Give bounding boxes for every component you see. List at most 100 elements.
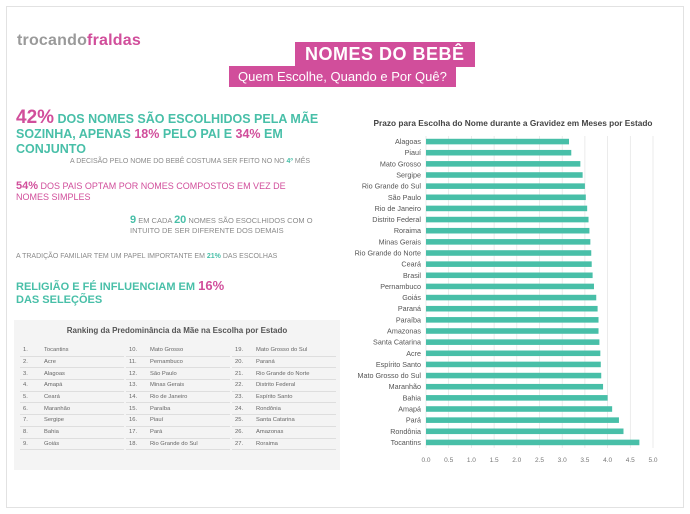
y-tick-label: Amapá bbox=[398, 405, 421, 414]
ranking-state: Rondônia bbox=[256, 405, 281, 412]
fact-who-chooses: 42% DOS NOMES SÃO ESCOLHIDOS PELA MÃE SO… bbox=[16, 107, 319, 156]
ranking-position: 7. bbox=[23, 417, 28, 424]
ranking-state: Ceará bbox=[44, 394, 60, 401]
bar bbox=[426, 372, 602, 379]
brand-logo: trocandofraldas bbox=[17, 32, 141, 49]
ranking-column-2: 10. Mato Grosso 11. Pernambuco 12. São Paulo 1… bbox=[126, 345, 230, 451]
y-tick-label: Rio Grande do Sul bbox=[362, 182, 422, 191]
ranking-title: Ranking da Predominância da Mãe na Escol… bbox=[66, 326, 288, 335]
ranking-position: 20. bbox=[235, 359, 244, 366]
ranking-position: 9. bbox=[23, 440, 28, 447]
ranking-position: 26. bbox=[235, 429, 244, 436]
ranking-position: 25. bbox=[235, 417, 244, 424]
ranking-state: Paraíba bbox=[150, 405, 171, 412]
ranking-position: 14. bbox=[129, 394, 138, 401]
ranking-state: Piauí bbox=[150, 417, 164, 424]
ranking-row: 26. Amazonas bbox=[232, 427, 336, 439]
ranking-position: 21. bbox=[235, 370, 244, 377]
ranking-row: 23. Espírito Santo bbox=[232, 392, 336, 404]
ranking-position: 12. bbox=[129, 370, 138, 377]
x-tick-label: 2.0 bbox=[512, 457, 521, 464]
ranking-column-3: 19. Mato Grosso do Sul 20. Paraná 21. Rio Gra… bbox=[232, 345, 336, 451]
ranking-row: 3. Alagoas bbox=[20, 368, 124, 381]
ranking-state: Pernambuco bbox=[150, 359, 183, 366]
y-tick-label: Roraima bbox=[394, 226, 421, 235]
ranking-row: 21. Rio Grande do Norte bbox=[232, 368, 336, 381]
ranking-row: 18. Rio Grande do Sul bbox=[126, 439, 230, 451]
bar bbox=[426, 283, 594, 290]
ranking-row: 15. Paraíba bbox=[126, 403, 230, 416]
ranking-row: 12. São Paulo bbox=[126, 368, 230, 381]
ranking-position: 18. bbox=[129, 440, 138, 447]
ranking-row: 20. Paraná bbox=[232, 357, 336, 369]
bars bbox=[426, 138, 640, 446]
x-tick-label: 3.5 bbox=[580, 457, 589, 464]
x-tick-label: 5.0 bbox=[648, 457, 657, 464]
ranking-row: 25. Santa Catarina bbox=[232, 415, 336, 427]
ranking-row: 1. Tocantins bbox=[20, 345, 124, 357]
y-tick-label: Espírito Santo bbox=[376, 360, 421, 369]
y-tick-label: Minas Gerais bbox=[379, 237, 422, 246]
ranking-row: 14. Rio de Janeiro bbox=[126, 392, 230, 404]
ranking-position: 13. bbox=[129, 382, 138, 389]
ranking-state: Goiás bbox=[44, 440, 60, 447]
y-tick-label: Paraíba bbox=[396, 315, 421, 324]
chart-title: Prazo para Escolha do Nome durante a Gra… bbox=[374, 118, 653, 128]
bar bbox=[426, 317, 599, 323]
y-tick-label: Acre bbox=[406, 349, 421, 358]
bar bbox=[426, 261, 592, 267]
ranking-state: Sergipe bbox=[44, 417, 64, 424]
ranking-position: 24. bbox=[235, 405, 244, 412]
ranking-row: 16. Piauí bbox=[126, 415, 230, 427]
y-tick-label: Maranhão bbox=[389, 382, 421, 391]
ranking-state: São Paulo bbox=[150, 370, 177, 377]
fact-religion: RELIGIÃO E FÉ INFLUENCIAM EM 16% DAS SEL… bbox=[16, 278, 225, 306]
ranking-state: Distrito Federal bbox=[256, 382, 296, 389]
bar bbox=[426, 328, 599, 334]
y-axis-labels: Alagoas Piauí Mato Grosso Sergipe Rio Grande… bbox=[355, 137, 422, 447]
y-tick-label: Tocantins bbox=[391, 438, 422, 447]
ranking-state: Rio Grande do Norte bbox=[256, 370, 310, 377]
bar bbox=[426, 172, 583, 178]
bar bbox=[426, 428, 624, 435]
x-tick-label: 4.5 bbox=[626, 457, 635, 464]
ranking-position: 6. bbox=[23, 405, 28, 412]
ranking-position: 16. bbox=[129, 417, 138, 424]
y-tick-label: Mato Grosso do Sul bbox=[357, 371, 421, 380]
bar bbox=[426, 183, 585, 189]
bar bbox=[426, 272, 593, 279]
ranking-row: 27. Roraima bbox=[232, 439, 336, 451]
ranking-row: 8. Bahia bbox=[20, 427, 124, 439]
bar bbox=[426, 439, 640, 446]
bar bbox=[426, 205, 588, 212]
y-tick-label: Rondônia bbox=[390, 427, 421, 436]
y-tick-label: Ceará bbox=[401, 260, 421, 269]
x-tick-label: 0.5 bbox=[444, 457, 453, 464]
grid-lines bbox=[425, 136, 654, 448]
bar bbox=[426, 194, 586, 201]
x-tick-label: 2.5 bbox=[535, 457, 544, 464]
ranking-position: 8. bbox=[23, 429, 28, 436]
bar bbox=[426, 216, 589, 223]
x-tick-label: 3.0 bbox=[558, 457, 567, 464]
y-tick-label: Sergipe bbox=[396, 171, 421, 180]
y-tick-label: Amazonas bbox=[387, 327, 421, 336]
bar-chart: Prazo para Escolha do Nome durante a Gra… bbox=[355, 118, 658, 464]
y-tick-label: Rio Grande do Norte bbox=[355, 249, 421, 258]
ranking-position: 15. bbox=[129, 405, 138, 412]
ranking-state: Mato Grosso do Sul bbox=[256, 347, 308, 354]
bar bbox=[426, 239, 591, 245]
ranking-state: Paraná bbox=[256, 359, 275, 366]
ranking-position: 23. bbox=[235, 394, 244, 401]
ranking-state: Bahia bbox=[44, 429, 59, 436]
ranking-state: Rio de Janeiro bbox=[150, 394, 188, 401]
ranking-state: Santa Catarina bbox=[256, 417, 295, 424]
y-tick-label: Pará bbox=[406, 416, 421, 425]
x-tick-label: 4.0 bbox=[603, 457, 612, 464]
y-tick-label: Pernambuco bbox=[380, 282, 421, 291]
y-tick-label: Santa Catarina bbox=[373, 338, 421, 347]
y-tick-label: Brasil bbox=[403, 271, 421, 280]
ranking-row: 11. Pernambuco bbox=[126, 357, 230, 369]
bar bbox=[426, 250, 592, 256]
ranking-state: Alagoas bbox=[44, 370, 65, 377]
